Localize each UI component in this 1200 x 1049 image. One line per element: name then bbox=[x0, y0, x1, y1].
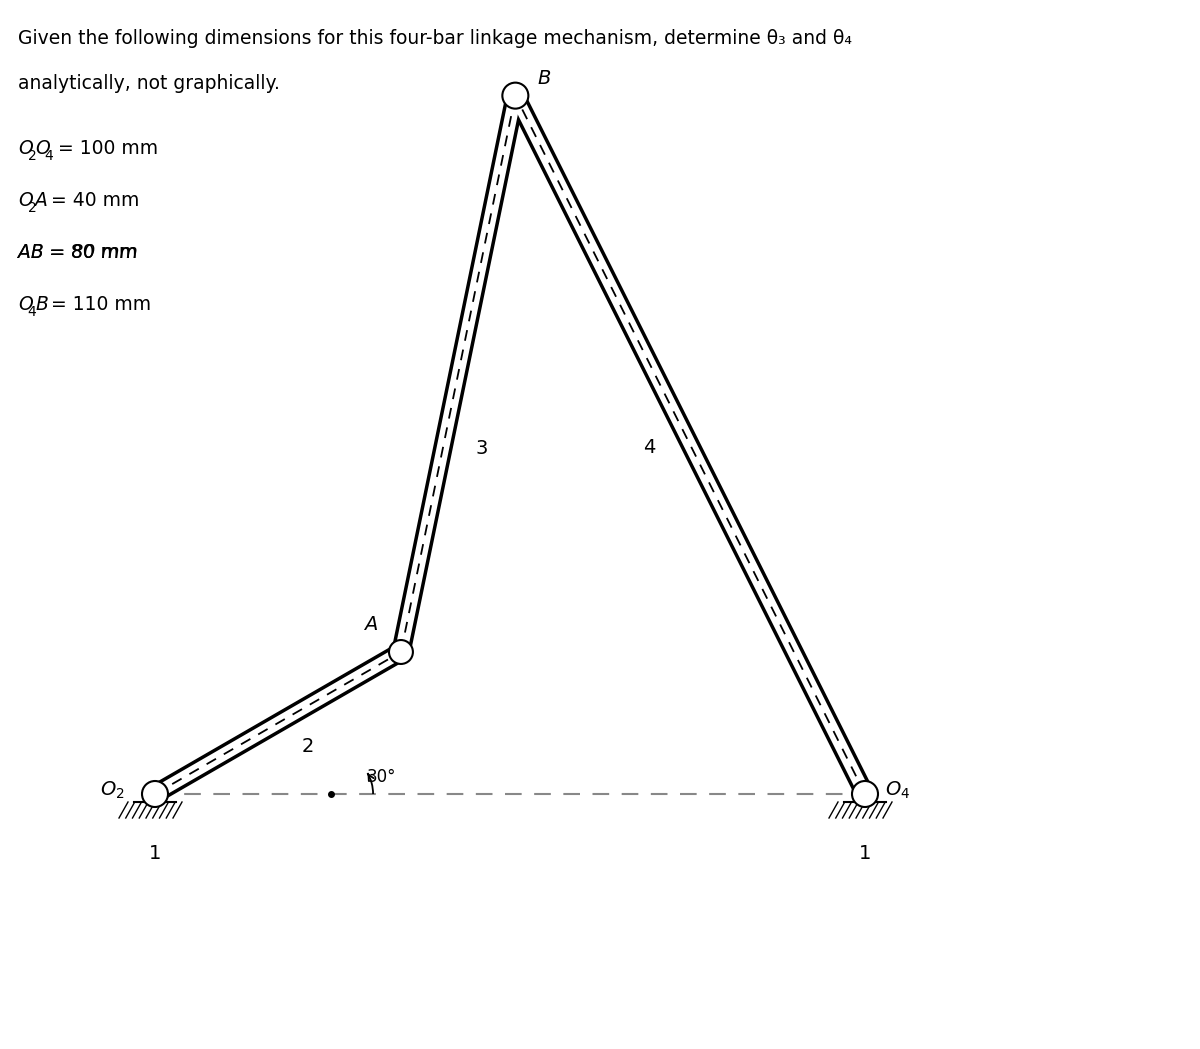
Text: O: O bbox=[18, 295, 32, 314]
Text: analytically, not graphically.: analytically, not graphically. bbox=[18, 74, 280, 93]
Circle shape bbox=[389, 640, 413, 664]
Text: O: O bbox=[18, 191, 32, 210]
Text: AB: AB bbox=[18, 243, 43, 262]
Text: 3: 3 bbox=[475, 438, 488, 457]
Text: 2: 2 bbox=[28, 201, 36, 215]
Text: B: B bbox=[35, 295, 48, 314]
Text: $B$: $B$ bbox=[538, 68, 552, 88]
Text: = 80 mm: = 80 mm bbox=[43, 243, 137, 262]
Circle shape bbox=[852, 782, 878, 807]
Text: AB = 80 mm: AB = 80 mm bbox=[18, 243, 138, 262]
Circle shape bbox=[142, 782, 168, 807]
Text: $O_4$: $O_4$ bbox=[886, 779, 910, 800]
Text: Given the following dimensions for this four-bar linkage mechanism, determine θ₃: Given the following dimensions for this … bbox=[18, 29, 852, 48]
Text: 4: 4 bbox=[28, 305, 36, 319]
Text: $A$: $A$ bbox=[364, 615, 378, 634]
Text: 2: 2 bbox=[28, 149, 36, 163]
Text: = 110 mm: = 110 mm bbox=[44, 295, 151, 314]
Text: 4: 4 bbox=[44, 149, 53, 163]
Text: = 40 mm: = 40 mm bbox=[44, 191, 139, 210]
Text: A: A bbox=[35, 191, 48, 210]
Text: 4: 4 bbox=[643, 438, 655, 457]
Circle shape bbox=[503, 83, 528, 109]
Text: O: O bbox=[35, 140, 49, 158]
Text: 30°: 30° bbox=[367, 768, 396, 786]
Text: 1: 1 bbox=[859, 844, 871, 863]
Text: = 100 mm: = 100 mm bbox=[52, 140, 158, 158]
Text: $O_2$: $O_2$ bbox=[101, 779, 125, 800]
Text: O: O bbox=[18, 140, 32, 158]
Text: 1: 1 bbox=[149, 844, 161, 863]
Text: 2: 2 bbox=[301, 736, 314, 755]
